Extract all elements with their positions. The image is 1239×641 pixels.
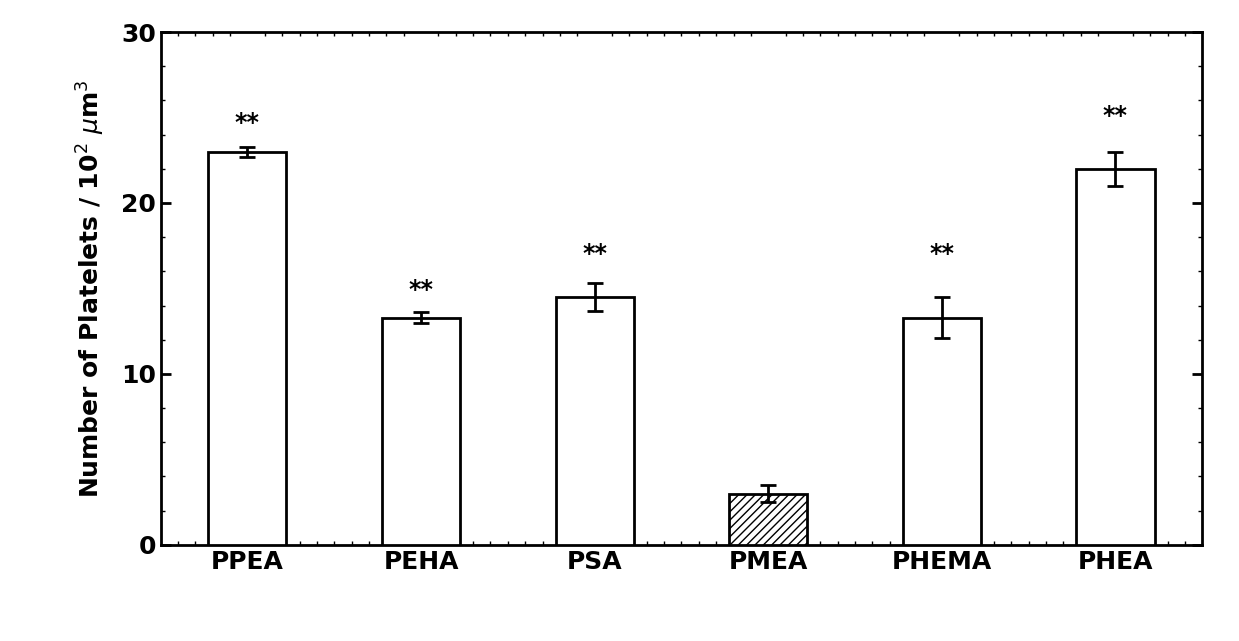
Text: **: ** [235, 111, 260, 135]
Text: **: ** [929, 242, 954, 266]
Bar [555, 297, 633, 545]
Bar [382, 317, 460, 545]
Bar [730, 494, 808, 545]
Bar [1077, 169, 1155, 545]
Bar [903, 317, 981, 545]
Text: **: ** [409, 278, 434, 302]
Text: **: ** [582, 242, 607, 266]
Text: **: ** [1103, 104, 1127, 128]
Y-axis label: Number of Platelets / 10$^2$ $\mu$m$^3$: Number of Platelets / 10$^2$ $\mu$m$^3$ [76, 79, 108, 497]
Bar [208, 152, 286, 545]
